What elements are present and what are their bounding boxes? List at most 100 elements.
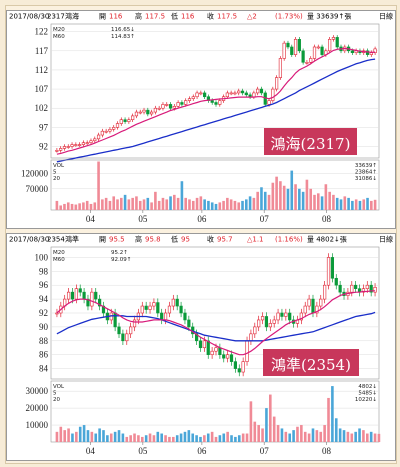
volume-bar [328, 191, 331, 210]
volume-bar [218, 202, 222, 210]
legend-value: 114.83↑ [111, 33, 135, 40]
candle-body [301, 50, 305, 63]
volume-bar [284, 431, 288, 442]
candle-body [282, 42, 286, 59]
candle-body [86, 298, 90, 307]
candle-body [373, 286, 377, 293]
candle-body [222, 354, 226, 359]
candle-body [290, 46, 294, 55]
candle-body [286, 42, 290, 48]
candle-body [134, 111, 139, 117]
candle-body [121, 333, 125, 342]
candle-body [214, 102, 218, 105]
candle-body [123, 119, 127, 122]
candle-body [142, 109, 146, 113]
chart-panel-2317: 2017/08/30 2317 鴻海開 116 高 117.5 低 116 收 117.5 △2 (1… [6, 10, 396, 229]
candle-body [131, 115, 135, 121]
candle-body [163, 312, 168, 321]
candle-body [218, 347, 222, 355]
candle-body [202, 340, 206, 349]
volume-bar [78, 203, 81, 210]
candle-body [187, 319, 191, 328]
header-percent: (1.16%) [275, 236, 303, 244]
volume-bar [71, 433, 74, 442]
legend-value: 92.09↑ [111, 256, 131, 263]
volume-bar [234, 436, 237, 442]
candle-body [276, 312, 280, 321]
volume-legend-value: 5485↓ [358, 390, 377, 397]
volume-bar [67, 428, 70, 442]
legend-value: 95.2↑ [111, 249, 128, 256]
volume-y-tick: 120000 [21, 169, 49, 179]
volume-bar [148, 433, 152, 442]
volume-bar [267, 194, 271, 210]
volume-bar [142, 199, 146, 210]
x-axis-tick: 06 [197, 214, 207, 224]
candle-body [309, 58, 313, 63]
price-y-tick: 88 [39, 336, 49, 346]
candle-body [245, 340, 249, 362]
volume-bar [261, 428, 264, 442]
volume-bar [195, 435, 198, 442]
volume-bar [248, 196, 252, 210]
candle-body [320, 46, 324, 55]
candle-body [93, 138, 97, 142]
volume-bar [245, 433, 249, 442]
volume-bar [245, 199, 248, 210]
header-close-value: 95.7 [217, 236, 233, 244]
volume-bar [121, 433, 125, 442]
volume-bar [332, 194, 335, 210]
volume-bar [218, 435, 222, 442]
ma60-line [56, 58, 376, 163]
volume-bar [55, 431, 59, 442]
candle-body [108, 128, 112, 132]
candle-body [264, 316, 269, 328]
volume-bar [362, 430, 365, 442]
candle-body [229, 354, 234, 362]
header-low-value: 95 [181, 236, 190, 244]
volume-legend-value: 10220↓ [355, 396, 377, 403]
candle-body [100, 130, 104, 136]
candle-body [334, 277, 338, 286]
header-close-value: 117.5 [217, 13, 237, 21]
volume-bar [327, 397, 330, 442]
volume-bar [320, 196, 324, 210]
volume-legend-name: 5 [53, 391, 57, 397]
volume-bar [275, 176, 278, 210]
volume-bar [358, 428, 361, 442]
candle-body [237, 368, 241, 373]
volume-bar [125, 436, 129, 442]
volume-bar [97, 161, 100, 210]
price-y-tick: 107 [35, 84, 49, 94]
price-y-tick: 94 [39, 294, 49, 304]
volume-bar [286, 188, 290, 210]
volume-bar [154, 191, 157, 210]
volume-legend-name: VOL [53, 384, 65, 390]
volume-bar [366, 197, 369, 210]
volume-bar [351, 200, 354, 210]
candle-body [330, 257, 334, 279]
volume-legend-value: 31086↓ [355, 175, 377, 182]
volume-bar [203, 435, 206, 442]
candle-body [81, 142, 86, 145]
header-close-label: 收 [207, 12, 214, 21]
volume-bar [373, 433, 377, 442]
volume-bar [269, 394, 272, 442]
volume-bar [307, 433, 311, 442]
volume-legend-name: 20 [53, 397, 60, 403]
volume-bar [315, 430, 319, 442]
header-code: 2317 [47, 13, 65, 21]
candle-body [144, 305, 148, 310]
volume-bar [150, 202, 153, 210]
legend-name: M60 [53, 257, 65, 263]
volume-legend-name: 5 [53, 170, 57, 176]
volume-bar [106, 435, 109, 442]
volume-bar [253, 421, 257, 442]
candle-body [167, 305, 172, 314]
candle-body [312, 46, 317, 59]
candle-body [373, 48, 377, 54]
candle-body [152, 302, 156, 307]
volume-bar [63, 430, 66, 442]
price-y-tick: 86 [39, 350, 49, 360]
candle-body [369, 284, 373, 293]
